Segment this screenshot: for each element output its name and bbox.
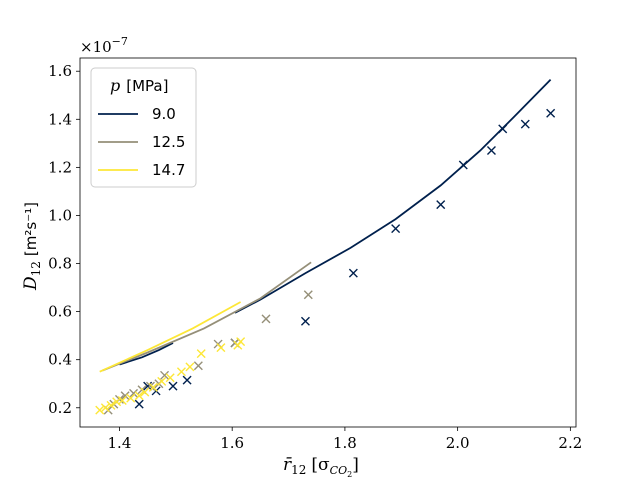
legend-entry-label: 12.5 (152, 133, 185, 151)
y-axis-label-unit: [m²s⁻¹] (22, 202, 40, 256)
series-14-7-marker (236, 337, 246, 347)
series-14-7-marker (100, 403, 110, 413)
y-axis-label: D12 [m²s⁻¹] (21, 202, 43, 291)
legend-title-unit: [MPa] (126, 77, 168, 95)
series-12-5-marker (261, 314, 271, 324)
series-12-5-marker (193, 361, 203, 371)
series-14-7-marker (106, 400, 116, 410)
series-14-7-marker (216, 343, 226, 353)
y-axis-label-main: D (21, 276, 41, 291)
series-14-7-marker (185, 362, 195, 372)
series-9-0-marker (436, 200, 446, 210)
series-9-0-line (119, 342, 174, 366)
series-9-0-marker (486, 146, 496, 156)
series-14-7-marker (117, 396, 127, 406)
series-9-0-marker (458, 160, 468, 170)
series-14-7-marker (157, 376, 167, 386)
y-tick-label: 0.2 (48, 399, 72, 417)
x-axis-label-main: r̄ (283, 455, 292, 475)
series-9-0-marker (348, 268, 358, 278)
legend-entry-label: 9.0 (152, 105, 176, 123)
series-9-0-marker (546, 108, 556, 118)
series-14-7-marker (148, 382, 158, 392)
legend-title-var: p (110, 76, 120, 95)
legend-entries: 9.0 12.5 14.7 (98, 105, 185, 179)
x-tick-label: 1.8 (333, 434, 357, 452)
y-exponent-base: ×10 (80, 38, 112, 56)
series-14-7-marker (95, 405, 105, 415)
x-tick-label: 2.2 (558, 434, 582, 452)
plot-frame (79, 57, 577, 428)
y-tick-label: 0.4 (48, 351, 72, 369)
x-axis-label-unit-subsub: 2 (347, 470, 352, 479)
y-exponent-power: −7 (112, 35, 128, 48)
series-14-7-marker (165, 373, 175, 383)
ticks-layer: 1.4 1.6 1.8 2.0 2.2 0.2 0.4 0.6 0.8 1.0 1.2 1.4 1.6 (48, 62, 582, 452)
y-axis-label-sub: 12 (29, 261, 43, 276)
legend-title: p [MPa] (110, 76, 168, 95)
series-12-5-marker (120, 391, 130, 401)
series-14-7-marker (196, 349, 206, 359)
series-12-5-marker (303, 290, 313, 300)
series-9-0-marker (134, 399, 144, 409)
legend: p [MPa] 9.0 12.5 14.7 (90, 67, 197, 188)
series-9-0-marker (498, 124, 508, 134)
series-9-0-marker (182, 375, 192, 385)
legend-entry-label: 14.7 (152, 161, 185, 179)
series-9-0-marker (168, 381, 178, 391)
y-tick-label: 0.8 (48, 255, 72, 273)
y-tick-label: 1.0 (48, 206, 72, 224)
series-14-7-marker (176, 367, 186, 377)
legend-box (90, 67, 197, 188)
x-tick-label: 1.6 (220, 434, 244, 452)
y-tick-label: 1.2 (48, 158, 72, 176)
x-axis-label: r̄12 [σCO2] (283, 455, 359, 479)
series-9-0-marker (520, 119, 530, 129)
series-14-7-marker (134, 391, 144, 401)
x-axis-label-unit: [σ (311, 455, 330, 475)
x-axis-label-close: ] (352, 455, 359, 475)
series-12-5-line (102, 261, 312, 372)
y-tick-label: 0.6 (48, 303, 72, 321)
x-axis-label-unit-sub: CO (330, 464, 347, 477)
series-12-5-marker (160, 370, 170, 380)
series-12-5-marker (129, 388, 139, 398)
series-9-0-marker (391, 224, 401, 234)
series-14-7-marker (140, 387, 150, 397)
marks-layer (95, 78, 556, 415)
series-9-0-marker (300, 316, 310, 326)
series-14-7-line (99, 301, 242, 373)
y-tick-label: 1.6 (48, 62, 72, 80)
series-14-7-marker (126, 393, 136, 403)
x-tick-label: 1.4 (108, 434, 132, 452)
x-axis-label-sub: 12 (291, 463, 306, 477)
y-exponent-label: ×10−7 (80, 35, 128, 56)
x-tick-label: 2.0 (446, 434, 470, 452)
y-tick-label: 1.4 (48, 110, 72, 128)
